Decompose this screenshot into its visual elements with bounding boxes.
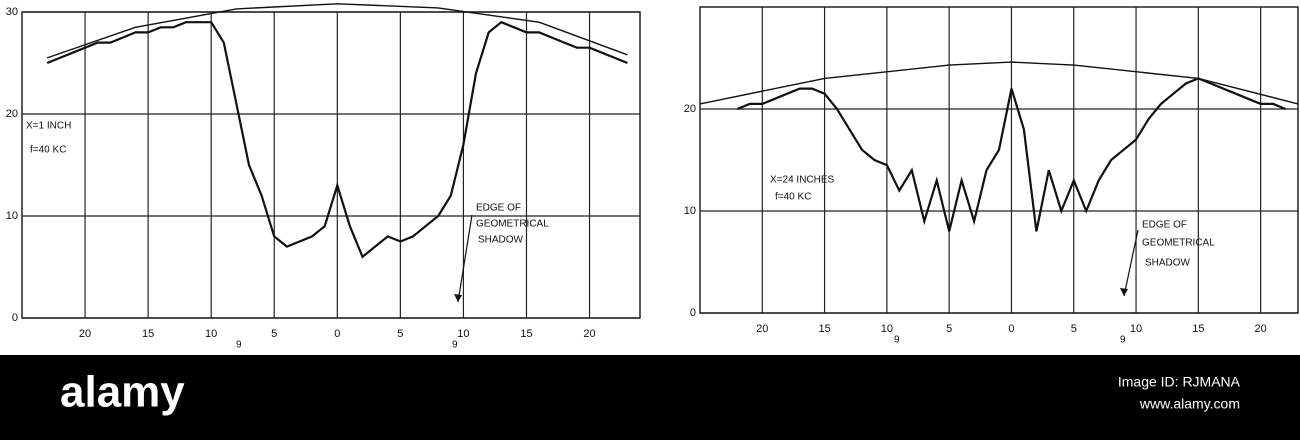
annotation-arrow	[1123, 229, 1139, 297]
data-line	[46, 3, 628, 59]
image-id: Image ID: RJMANA	[1118, 374, 1241, 390]
y-tick-label: 0	[690, 307, 696, 319]
data-line	[699, 61, 1299, 105]
annotation: EDGE OF	[476, 203, 521, 214]
annotation: 9	[1120, 335, 1126, 346]
x-tick-label: 15	[818, 323, 830, 335]
annotation: GEOMETRICAL	[1142, 238, 1215, 249]
x-tick-label: 0	[334, 328, 340, 340]
data-line	[736, 77, 1286, 232]
x-tick-label: 20	[79, 328, 91, 340]
annotation: 9	[452, 340, 458, 351]
x-tick-label: 15	[520, 328, 532, 340]
x-tick-label: 5	[271, 328, 277, 340]
data-line	[46, 20, 628, 259]
annotation: X=1 INCH	[26, 121, 71, 132]
arrow-head	[454, 294, 462, 302]
annotation: f=40 KC	[775, 192, 811, 203]
annotation: f=40 KC	[30, 145, 66, 156]
x-tick-label: 15	[1192, 323, 1204, 335]
annotation: SHADOW	[1145, 258, 1191, 269]
x-tick-label: 0	[1008, 323, 1014, 335]
y-tick-label: 0	[12, 312, 18, 324]
x-tick-label: 10	[457, 328, 469, 340]
x-tick-label: 20	[583, 328, 595, 340]
annotation: SHADOW	[478, 235, 524, 246]
annotation: X=24 INCHES	[770, 175, 835, 186]
x-tick-label: 10	[205, 328, 217, 340]
x-tick-label: 15	[142, 328, 154, 340]
x-tick-label: 20	[756, 323, 768, 335]
arrow-head	[1120, 288, 1128, 296]
annotation: 9	[236, 340, 242, 351]
plot-frame	[21, 11, 641, 319]
y-tick-label: 20	[684, 103, 696, 115]
annotation: EDGE OF	[1142, 220, 1187, 231]
y-tick-label: 10	[684, 205, 696, 217]
annotation: GEOMETRICAL	[476, 219, 549, 230]
annotation-arrow	[457, 214, 473, 303]
url: www.alamy.com	[1139, 396, 1240, 412]
x-tick-label: 10	[881, 323, 893, 335]
plot-frame	[699, 6, 1299, 314]
footer-bar	[0, 355, 1300, 440]
y-tick-label: 30	[6, 6, 18, 18]
annotation: 9	[894, 335, 900, 346]
x-tick-label: 20	[1255, 323, 1267, 335]
logo: alamy	[60, 368, 185, 417]
x-tick-label: 5	[946, 323, 952, 335]
x-tick-label: 10	[1130, 323, 1142, 335]
x-tick-label: 5	[1071, 323, 1077, 335]
x-tick-label: 5	[397, 328, 403, 340]
y-tick-label: 10	[6, 210, 18, 222]
y-tick-label: 20	[6, 108, 18, 120]
